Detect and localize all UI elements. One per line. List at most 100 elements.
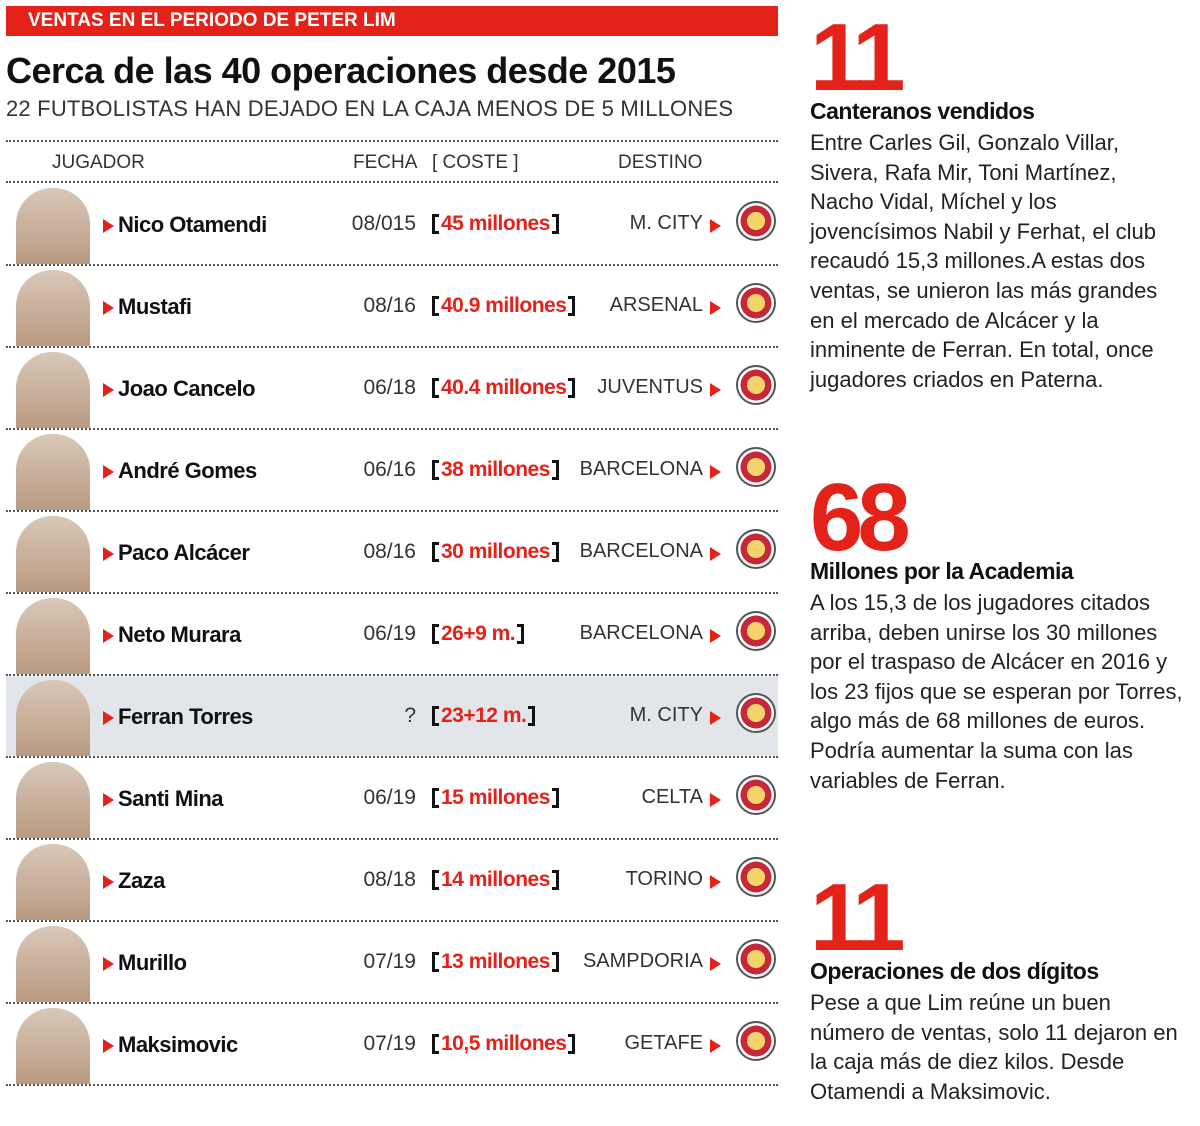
club-logo — [736, 693, 776, 733]
cost: 30 millones — [432, 540, 559, 564]
column-header: FECHA — [353, 152, 418, 173]
club: GETAFE — [624, 1032, 703, 1054]
big-number: 11 — [810, 864, 906, 971]
club-logo — [736, 1021, 776, 1061]
table-row: André Gomes 06/16 38 millones BARCELONA — [6, 430, 778, 510]
table-row: Santi Mina 06/19 15 millones CELTA — [6, 758, 778, 838]
separator — [6, 920, 778, 922]
player-name: Nico Otamendi — [118, 212, 267, 237]
heading: Operaciones de dos dígitos — [810, 958, 1099, 984]
club: CELTA — [641, 786, 704, 808]
date: 08/18 — [363, 868, 416, 891]
arrow-icon — [103, 793, 114, 807]
heading: Millones por la Academia — [810, 558, 1074, 584]
player-name: Zaza — [118, 868, 165, 893]
date: 07/19 — [363, 950, 416, 973]
player-name: Ferran Torres — [118, 704, 253, 729]
cost: 26+9 m. — [432, 622, 525, 646]
arrow-icon — [710, 957, 721, 971]
cost: 38 millones — [432, 458, 559, 482]
table-row: Murillo 07/19 13 millones SAMPDORIA — [6, 922, 778, 1002]
club: BARCELONA — [579, 622, 703, 644]
arrow-icon — [710, 465, 721, 479]
arrow-icon — [710, 875, 721, 889]
arrow-icon — [103, 1039, 114, 1053]
club: BARCELONA — [579, 540, 703, 562]
arrow-icon — [103, 547, 114, 561]
table-row: Joao Cancelo 06/18 40.4 millones JUVENTUS — [6, 348, 778, 428]
arrow-icon — [710, 219, 721, 233]
player-photo — [16, 926, 90, 1002]
column-header: [ COSTE ] — [432, 152, 519, 173]
arrow-icon — [710, 301, 721, 315]
separator — [6, 140, 778, 142]
table-row: Neto Murara 06/19 26+9 m. BARCELONA — [6, 594, 778, 674]
date: 07/19 — [363, 1032, 416, 1055]
column-header: JUGADOR — [52, 152, 145, 173]
separator — [6, 510, 778, 512]
heading: Canteranos vendidos — [810, 98, 1035, 124]
date: 06/16 — [363, 458, 416, 481]
club: ARSENAL — [609, 294, 703, 316]
player-photo — [16, 516, 90, 592]
date: 08/16 — [363, 294, 416, 317]
club-logo — [736, 775, 776, 815]
club-logo — [736, 857, 776, 897]
club-logo — [736, 201, 776, 241]
arrow-icon — [710, 383, 721, 397]
separator — [6, 264, 778, 266]
player-name: Maksimovic — [118, 1032, 238, 1057]
club-logo — [736, 939, 776, 979]
arrow-icon — [103, 465, 114, 479]
player-name: Neto Murara — [118, 622, 241, 647]
arrow-icon — [103, 219, 114, 233]
separator — [6, 756, 778, 758]
cost: 13 millones — [432, 950, 559, 974]
cost: 10,5 millones — [432, 1032, 576, 1056]
arrow-icon — [103, 875, 114, 889]
table-row: Nico Otamendi 08/015 45 millones M. CITY — [6, 184, 778, 264]
cost: 40.4 millones — [432, 376, 576, 400]
subtitle: 22 FUTBOLISTAS HAN DEJADO EN LA CAJA MEN… — [6, 96, 734, 121]
player-name: Joao Cancelo — [118, 376, 256, 401]
player-name: Murillo — [118, 950, 187, 975]
column-header: DESTINO — [618, 152, 703, 173]
club: JUVENTUS — [597, 376, 703, 398]
banner: VENTAS EN EL PERIODO DE PETER LIM — [6, 6, 778, 36]
separator — [6, 674, 778, 676]
club: SAMPDORIA — [582, 950, 703, 972]
club-logo — [736, 529, 776, 569]
table-row: Ferran Torres? 23+12 m. M. CITY — [6, 676, 778, 756]
separator — [6, 1002, 778, 1004]
body-text: A los 15,3 de los jugadores citados arri… — [810, 590, 1183, 793]
date: 06/18 — [363, 376, 416, 399]
player-name: André Gomes — [118, 458, 257, 483]
club-logo — [736, 365, 776, 405]
arrow-icon — [103, 711, 114, 725]
date: 08/16 — [363, 540, 416, 563]
date: ? — [404, 704, 416, 727]
club: M. CITY — [629, 212, 703, 234]
arrow-icon — [103, 629, 114, 643]
player-name: Santi Mina — [118, 786, 224, 811]
arrow-icon — [103, 957, 114, 971]
player-photo — [16, 598, 90, 674]
player-name: Paco Alcácer — [118, 540, 250, 565]
player-photo — [16, 270, 90, 346]
player-photo — [16, 680, 90, 756]
arrow-icon — [103, 301, 114, 315]
cost: 40.9 millones — [432, 294, 576, 318]
arrow-icon — [710, 547, 721, 561]
body-text: Entre Carles Gil, Gonzalo Villar, Sivera… — [810, 130, 1158, 392]
player-photo — [16, 188, 90, 264]
table-row: Paco Alcácer 08/16 30 millones BARCELONA — [6, 512, 778, 592]
player-photo — [16, 1008, 90, 1084]
player-photo — [16, 352, 90, 428]
big-number: 68 — [810, 464, 911, 571]
date: 06/19 — [363, 786, 416, 809]
big-number: 11 — [810, 4, 906, 111]
cost: 45 millones — [432, 212, 559, 236]
player-photo — [16, 844, 90, 920]
table-row: Mustafi 08/16 40.9 millones ARSENAL — [6, 266, 778, 346]
cost: 23+12 m. — [432, 704, 536, 728]
